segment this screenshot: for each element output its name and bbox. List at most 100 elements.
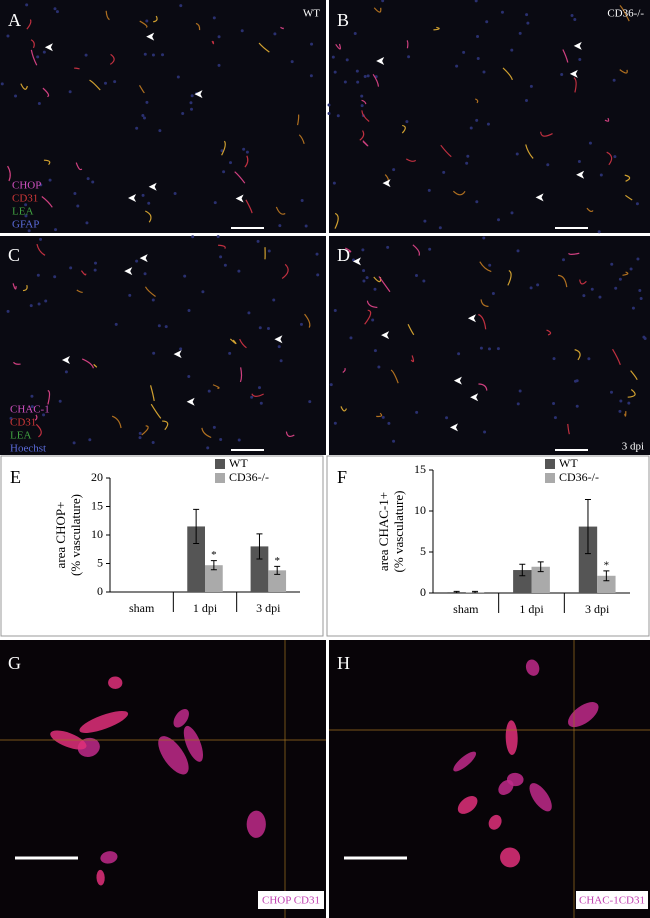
vessel [619, 69, 628, 74]
nucleus [24, 203, 28, 207]
x-tick-label: 3 dpi [585, 602, 610, 616]
arrowhead [453, 376, 462, 385]
nucleus [259, 401, 263, 405]
cell [100, 851, 118, 864]
nucleus [55, 10, 59, 14]
vessel [76, 289, 83, 293]
nucleus [53, 275, 57, 279]
vessel [81, 358, 95, 369]
nucleus [362, 279, 366, 283]
nucleus [588, 141, 592, 145]
nucleus [315, 252, 319, 256]
arrowhead [128, 194, 137, 203]
x-tick-label: sham [453, 602, 479, 616]
nucleus [24, 214, 28, 218]
vessel [557, 274, 568, 288]
vessel [619, 4, 630, 22]
nucleus [405, 120, 409, 124]
vessel [390, 369, 399, 384]
nucleus [250, 395, 254, 399]
vessel [144, 286, 156, 297]
legend-text: GFAP [12, 219, 39, 231]
nucleus [93, 268, 97, 272]
arrowhead [470, 393, 479, 402]
nucleus [462, 50, 466, 54]
legend-label: WT [559, 456, 578, 470]
arrowhead [352, 257, 361, 266]
vessel [43, 159, 51, 166]
panel-h-image [329, 640, 650, 918]
vessel [407, 323, 415, 336]
nucleus [245, 150, 249, 154]
panel-d-image [329, 236, 650, 455]
panel-label: F [337, 467, 347, 487]
nucleus [577, 159, 581, 163]
nucleus [187, 308, 191, 312]
significance: * [274, 555, 280, 567]
nucleus [48, 178, 52, 182]
nucleus [219, 255, 223, 259]
vessel [218, 244, 226, 249]
nucleus [135, 259, 139, 263]
labels: A WT CHOP CD31 LEA GFAP B CD36-/- C CHAC… [8, 8, 648, 909]
nucleus [147, 201, 151, 205]
nucleus [423, 219, 427, 223]
nucleus [76, 204, 80, 208]
nucleus [500, 10, 504, 14]
vessel [372, 73, 380, 87]
vessel [562, 49, 569, 63]
nucleus [310, 42, 314, 46]
vessel [364, 309, 372, 325]
vessel [410, 355, 415, 363]
nucleus [206, 446, 210, 450]
nucleus [427, 188, 431, 192]
nucleus [497, 218, 501, 222]
legend-text: CD31 [10, 417, 36, 429]
vessel [162, 420, 169, 431]
vessel [625, 194, 633, 201]
error-bar [603, 570, 610, 582]
error-bar [584, 499, 591, 555]
nucleus [222, 170, 226, 174]
nucleus [6, 309, 10, 313]
nucleus [573, 379, 577, 383]
panel-label: D [337, 245, 350, 265]
nucleus [157, 324, 161, 328]
x-tick-label: sham [129, 601, 155, 615]
vessel [229, 338, 237, 345]
nucleus [213, 201, 217, 205]
nucleus [258, 326, 262, 330]
vessel [296, 114, 300, 126]
panel-label: B [337, 10, 349, 30]
vessel [30, 49, 38, 66]
nucleus [373, 287, 377, 291]
tag-box [576, 891, 648, 909]
panel-label: A [8, 10, 21, 30]
panel-f-frame [326, 455, 650, 637]
cell [79, 710, 129, 733]
arrowhead [274, 335, 283, 344]
y-tick-label: 10 [414, 503, 426, 517]
nucleus [308, 400, 312, 404]
vessel [359, 130, 365, 141]
nucleus [553, 416, 557, 420]
nucleus [158, 129, 162, 133]
cell [173, 708, 189, 728]
vessel [622, 271, 629, 276]
arrowhead [186, 397, 195, 406]
nucleus [573, 17, 577, 21]
nucleus [392, 168, 396, 172]
y-tick-label: 5 [420, 544, 426, 558]
vessel [244, 155, 249, 168]
nucleus [587, 357, 591, 361]
arrowhead [44, 43, 53, 52]
vessel [376, 412, 383, 418]
vessel [111, 415, 122, 429]
nucleus [228, 351, 232, 355]
bar [513, 570, 532, 593]
nucleus [36, 273, 40, 277]
nucleus [327, 103, 331, 107]
nucleus [143, 52, 147, 56]
nucleus [491, 292, 495, 296]
